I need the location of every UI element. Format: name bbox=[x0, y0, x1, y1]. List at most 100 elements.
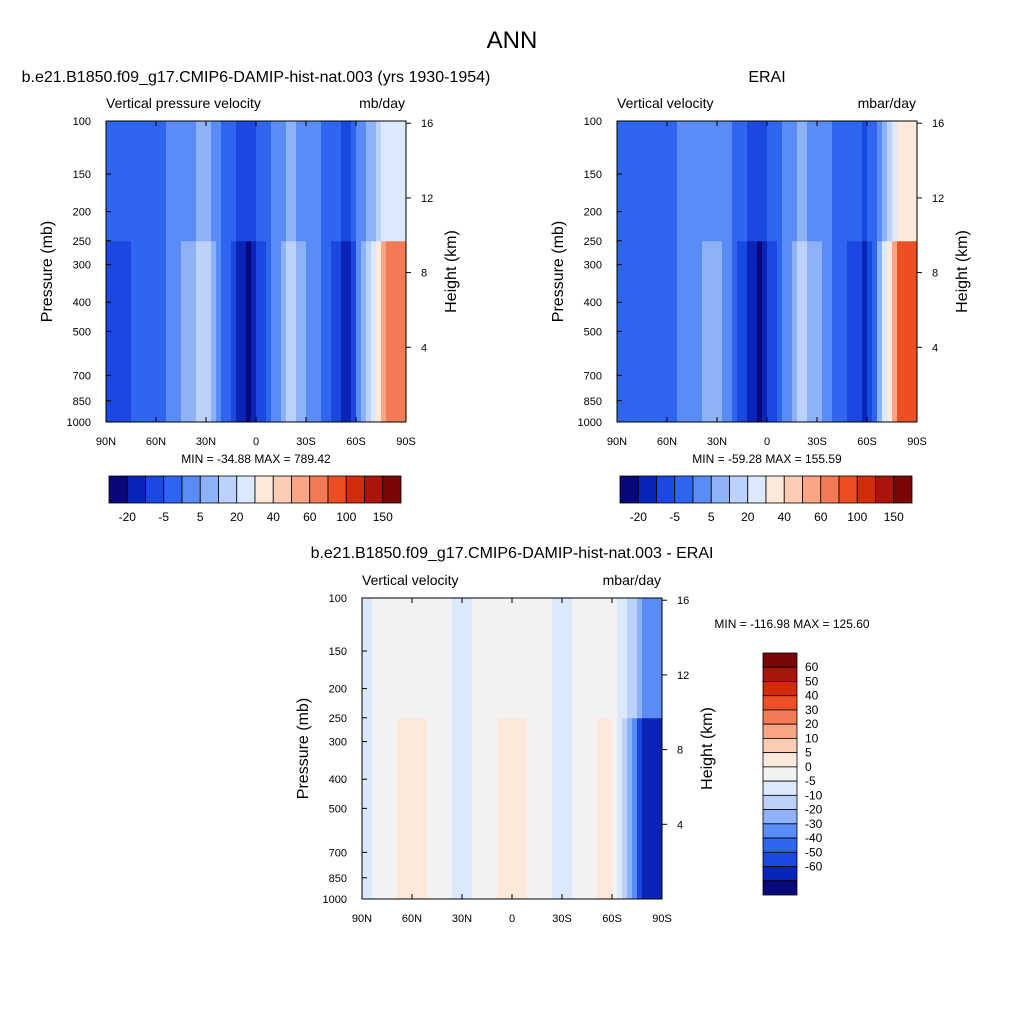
field-column-lower bbox=[196, 240, 202, 422]
field-column-lower bbox=[396, 240, 402, 422]
y2-tick-label: 8 bbox=[677, 745, 683, 757]
field-column-lower bbox=[577, 717, 583, 899]
field-column-lower bbox=[532, 717, 538, 899]
field-column-upper bbox=[306, 121, 312, 242]
field-column-upper bbox=[582, 598, 588, 719]
y-tick-label: 1000 bbox=[323, 894, 347, 906]
field-column-upper bbox=[442, 598, 448, 719]
field-column-lower bbox=[777, 240, 783, 422]
field-column-lower bbox=[612, 717, 618, 899]
field-column-lower bbox=[702, 240, 708, 422]
y2-tick-label: 16 bbox=[421, 118, 433, 130]
field-column-upper bbox=[386, 121, 392, 242]
colorbar-label: 20 bbox=[805, 717, 819, 731]
x-tick-label: 30S bbox=[296, 436, 316, 448]
field-column-upper bbox=[156, 121, 162, 242]
field-column-lower bbox=[562, 717, 568, 899]
field-column-upper bbox=[552, 598, 558, 719]
field-column-upper bbox=[191, 121, 197, 242]
field-column-upper bbox=[652, 121, 658, 242]
field-column-upper bbox=[116, 121, 122, 242]
field-column-upper bbox=[622, 121, 628, 242]
panel-obs: 90N 60N 30N 0 30S 60S 90S 100 150 200 250 300 400 500… bbox=[550, 69, 971, 524]
y-tick-label: 200 bbox=[584, 207, 602, 219]
field-column-upper bbox=[131, 121, 137, 242]
field-column-lower bbox=[401, 240, 406, 422]
field-column-lower bbox=[291, 240, 297, 422]
field-column-lower bbox=[131, 240, 137, 422]
field-column-lower bbox=[482, 717, 488, 899]
y-tick-label: 500 bbox=[73, 326, 91, 338]
y-tick-label: 850 bbox=[73, 396, 91, 408]
y2-tick-label: 8 bbox=[932, 268, 938, 280]
field-column-lower bbox=[161, 240, 167, 422]
y-tick-label: 250 bbox=[73, 236, 91, 248]
field-column-upper bbox=[276, 121, 282, 242]
field-column-lower bbox=[376, 240, 382, 422]
y-tick-label: 300 bbox=[329, 737, 347, 749]
field-column-lower bbox=[381, 240, 387, 422]
colorbar-label: 20 bbox=[230, 510, 244, 524]
field-column-upper bbox=[617, 598, 623, 719]
field-column-upper bbox=[832, 121, 838, 242]
field-column-upper bbox=[336, 121, 342, 242]
field-column-lower bbox=[397, 717, 403, 899]
colorbar-label: 5 bbox=[197, 510, 204, 524]
field-column-upper bbox=[146, 121, 152, 242]
field-column-lower bbox=[567, 717, 573, 899]
colorbar-swatch bbox=[762, 809, 798, 825]
x-tick-label: 30S bbox=[807, 436, 827, 448]
y-tick-label: 200 bbox=[73, 207, 91, 219]
field-column-lower bbox=[146, 240, 152, 422]
field-column-lower bbox=[692, 240, 698, 422]
field-column-upper bbox=[602, 598, 608, 719]
field-column-lower bbox=[492, 717, 498, 899]
colorbar-swatch bbox=[692, 475, 712, 504]
field-column-upper bbox=[532, 598, 538, 719]
colorbar-label: -10 bbox=[805, 788, 823, 802]
field-column-upper bbox=[682, 121, 688, 242]
colorbar: -20 -5 5 20 40 60 100 150 bbox=[108, 475, 402, 524]
field-column-lower bbox=[622, 240, 628, 422]
field-column-upper bbox=[842, 121, 848, 242]
y2-axis-label: Height (km) bbox=[699, 707, 716, 790]
field-column-upper bbox=[657, 121, 663, 242]
field-column-lower bbox=[732, 240, 738, 422]
field-column-lower bbox=[266, 240, 272, 422]
field-column-lower bbox=[211, 240, 217, 422]
field-column-lower bbox=[286, 240, 292, 422]
field-column-upper bbox=[402, 598, 408, 719]
panel-diff: 90N 60N 30N 0 30S 60S 90S100150200250300400500… bbox=[295, 545, 870, 925]
field-column-lower bbox=[176, 240, 182, 422]
field-column-lower bbox=[602, 717, 608, 899]
panel-title: b.e21.B1850.f09_g17.CMIP6-DAMIP-hist-nat… bbox=[311, 545, 714, 562]
y-tick-label: 200 bbox=[329, 684, 347, 696]
panel-left-label: Vertical velocity bbox=[362, 572, 458, 588]
y-axis-label: Pressure (mb) bbox=[295, 698, 312, 799]
colorbar-label: 10 bbox=[805, 731, 819, 745]
field-column-lower bbox=[392, 717, 398, 899]
field-column-upper bbox=[462, 598, 468, 719]
field-column-lower bbox=[822, 240, 828, 422]
field-column-upper bbox=[477, 598, 483, 719]
field-column-upper bbox=[632, 121, 638, 242]
field-column-upper bbox=[266, 121, 272, 242]
x-tick-label: 60S bbox=[346, 436, 366, 448]
field-column-lower bbox=[472, 717, 478, 899]
field-column-lower bbox=[366, 240, 372, 422]
field-column-lower bbox=[807, 240, 813, 422]
colorbar-swatch bbox=[126, 475, 146, 504]
x-tick-label: 0 bbox=[509, 913, 515, 925]
field-column-lower bbox=[907, 240, 913, 422]
field-column-upper bbox=[877, 121, 883, 242]
field-column-lower bbox=[136, 240, 142, 422]
field-column-lower bbox=[637, 717, 643, 899]
field-column-upper bbox=[246, 121, 252, 242]
colorbar-swatch bbox=[762, 652, 798, 668]
field-column-upper bbox=[612, 598, 618, 719]
field-column-upper bbox=[572, 598, 578, 719]
field-column-upper bbox=[737, 121, 743, 242]
x-tick-label: 30N bbox=[707, 436, 727, 448]
field-column-lower bbox=[647, 717, 653, 899]
